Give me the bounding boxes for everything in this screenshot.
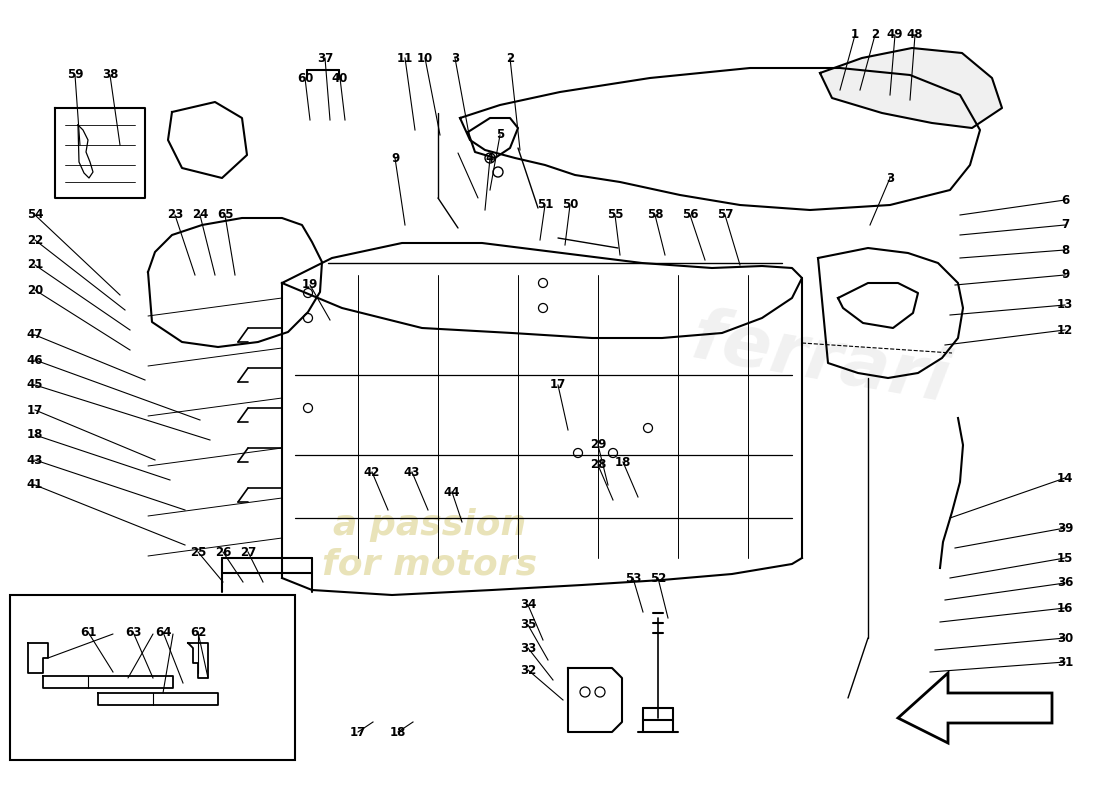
Text: 22: 22 xyxy=(26,234,43,246)
Text: 18: 18 xyxy=(615,455,631,469)
Text: 4: 4 xyxy=(486,151,494,165)
Text: 34: 34 xyxy=(520,598,536,611)
Text: 28: 28 xyxy=(590,458,606,471)
Text: 63: 63 xyxy=(124,626,141,638)
Polygon shape xyxy=(898,673,1052,743)
Text: 53: 53 xyxy=(625,571,641,585)
Text: ferrari: ferrari xyxy=(685,303,955,417)
Text: 43: 43 xyxy=(404,466,420,478)
Text: 17: 17 xyxy=(550,378,566,391)
Text: 37: 37 xyxy=(317,51,333,65)
Text: 29: 29 xyxy=(590,438,606,451)
Text: 43: 43 xyxy=(26,454,43,466)
Text: 14: 14 xyxy=(1057,471,1074,485)
Text: 55: 55 xyxy=(607,209,624,222)
Text: 24: 24 xyxy=(191,209,208,222)
Text: 9: 9 xyxy=(1060,269,1069,282)
Text: 13: 13 xyxy=(1057,298,1074,311)
Text: 41: 41 xyxy=(26,478,43,491)
Text: 2: 2 xyxy=(506,51,514,65)
Text: 52: 52 xyxy=(650,571,667,585)
Text: 2: 2 xyxy=(871,29,879,42)
Text: 27: 27 xyxy=(240,546,256,558)
Text: 9: 9 xyxy=(390,151,399,165)
Text: 50: 50 xyxy=(562,198,579,211)
Text: 17: 17 xyxy=(350,726,366,738)
Text: 30: 30 xyxy=(1057,631,1074,645)
Text: 54: 54 xyxy=(26,209,43,222)
Text: 51: 51 xyxy=(537,198,553,211)
Text: 15: 15 xyxy=(1057,551,1074,565)
Text: 20: 20 xyxy=(26,283,43,297)
Text: 56: 56 xyxy=(682,209,698,222)
Text: 61: 61 xyxy=(80,626,96,638)
Text: 18: 18 xyxy=(389,726,406,738)
Text: 35: 35 xyxy=(520,618,536,631)
Text: 36: 36 xyxy=(1057,577,1074,590)
Text: 33: 33 xyxy=(520,642,536,654)
Text: 25: 25 xyxy=(190,546,206,558)
Text: 42: 42 xyxy=(364,466,381,478)
Text: 7: 7 xyxy=(1060,218,1069,231)
Text: 38: 38 xyxy=(102,69,118,82)
Text: 46: 46 xyxy=(26,354,43,366)
Text: 26: 26 xyxy=(214,546,231,558)
Text: 18: 18 xyxy=(26,429,43,442)
Bar xyxy=(10,595,295,760)
Text: 11: 11 xyxy=(397,51,414,65)
Text: 48: 48 xyxy=(906,29,923,42)
Text: 3: 3 xyxy=(886,171,894,185)
Text: 19: 19 xyxy=(301,278,318,291)
Text: 5: 5 xyxy=(496,129,504,142)
Text: 44: 44 xyxy=(443,486,460,498)
Text: 21: 21 xyxy=(26,258,43,271)
Text: 16: 16 xyxy=(1057,602,1074,614)
Text: 23: 23 xyxy=(167,209,183,222)
Text: 3: 3 xyxy=(451,51,459,65)
Text: 45: 45 xyxy=(26,378,43,391)
Text: 10: 10 xyxy=(417,51,433,65)
Text: 65: 65 xyxy=(217,209,233,222)
Text: 40: 40 xyxy=(332,71,349,85)
Text: a passion
for motors: a passion for motors xyxy=(322,508,538,582)
Text: 59: 59 xyxy=(67,69,84,82)
Text: 57: 57 xyxy=(717,209,734,222)
Text: 64: 64 xyxy=(155,626,172,638)
Text: 17: 17 xyxy=(26,403,43,417)
Text: 47: 47 xyxy=(26,329,43,342)
Text: 60: 60 xyxy=(297,71,313,85)
Text: 31: 31 xyxy=(1057,655,1074,669)
Polygon shape xyxy=(820,48,1002,128)
Text: 32: 32 xyxy=(520,663,536,677)
Text: 39: 39 xyxy=(1057,522,1074,534)
Text: 49: 49 xyxy=(887,29,903,42)
Text: 6: 6 xyxy=(1060,194,1069,206)
Text: 8: 8 xyxy=(1060,243,1069,257)
Text: 12: 12 xyxy=(1057,323,1074,337)
Text: 62: 62 xyxy=(190,626,206,638)
Text: 58: 58 xyxy=(647,209,663,222)
Text: 1: 1 xyxy=(851,29,859,42)
